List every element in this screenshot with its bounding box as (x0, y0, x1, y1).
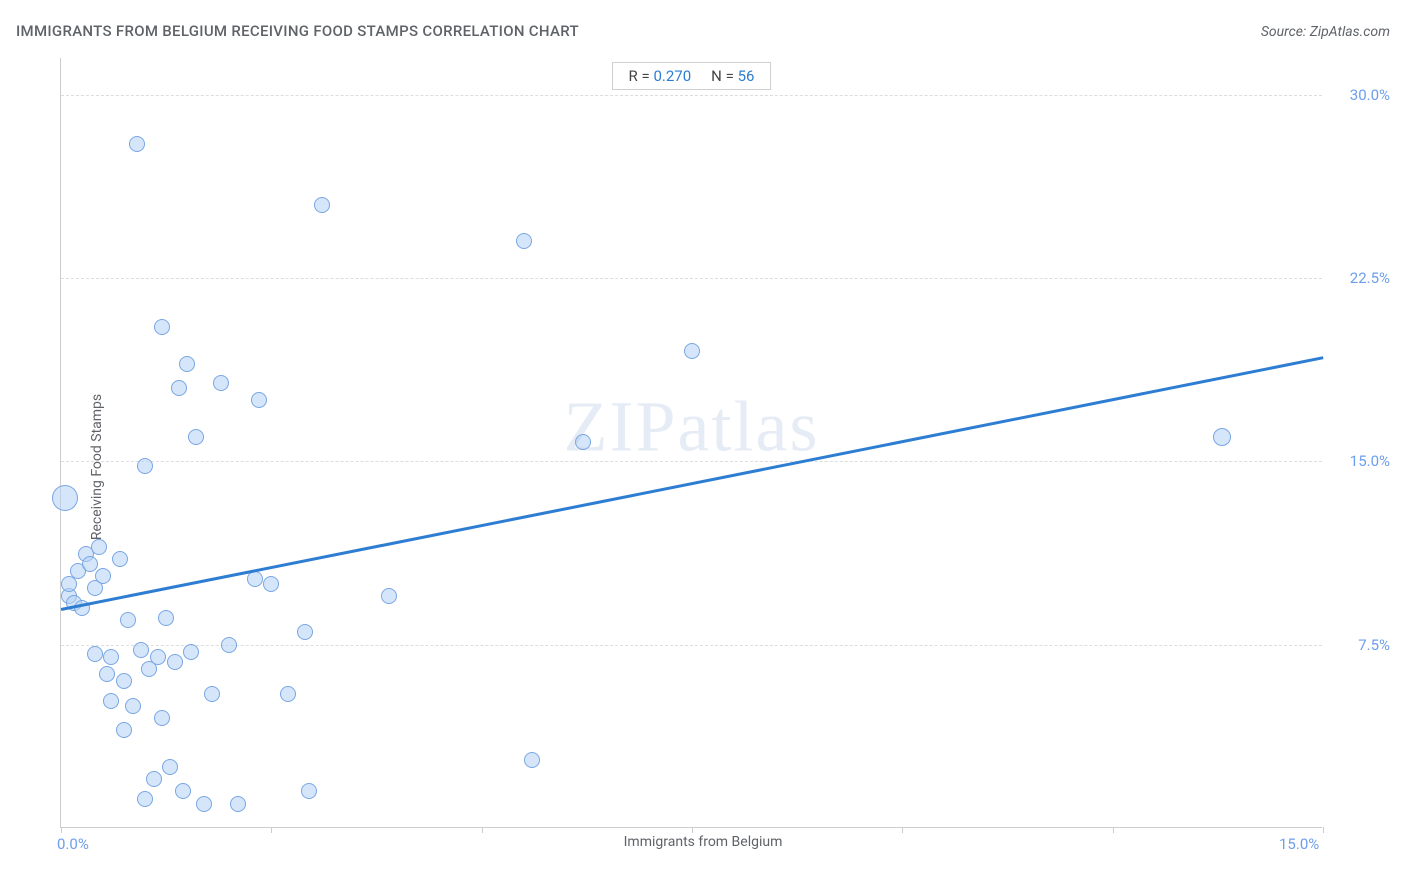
scatter-point (116, 673, 132, 689)
scatter-point (91, 539, 107, 555)
legend-n-value: 56 (738, 67, 755, 85)
scatter-point (297, 624, 313, 640)
scatter-point (154, 319, 170, 335)
legend-n-label: N = (711, 67, 734, 85)
scatter-point (183, 644, 199, 660)
scatter-point (230, 796, 246, 812)
watermark-atlas: atlas (678, 387, 820, 467)
y-gridline (61, 645, 1322, 646)
chart-container: Receiving Food Stamps ZIPatlas R = 0.270… (16, 58, 1390, 876)
scatter-point (684, 343, 700, 359)
source-prefix: Source: (1261, 24, 1310, 40)
legend-r: R = 0.270 (629, 67, 692, 85)
scatter-point (314, 197, 330, 213)
scatter-point (120, 612, 136, 628)
scatter-point (99, 666, 115, 682)
scatter-point (196, 796, 212, 812)
y-tick-label: 22.5% (1330, 269, 1390, 287)
scatter-point (82, 556, 98, 572)
watermark-zip: ZIP (564, 387, 678, 467)
scatter-point (1213, 428, 1231, 446)
source-name: ZipAtlas.com (1310, 24, 1390, 40)
scatter-point (116, 722, 132, 738)
x-tick-mark (902, 827, 903, 833)
y-gridline (61, 461, 1322, 462)
scatter-point (154, 710, 170, 726)
scatter-point (146, 771, 162, 787)
x-tick-mark (271, 827, 272, 833)
scatter-point (175, 783, 191, 799)
chart-title: IMMIGRANTS FROM BELGIUM RECEIVING FOOD S… (16, 22, 579, 40)
scatter-point (125, 698, 141, 714)
scatter-point (524, 752, 540, 768)
scatter-point (87, 646, 103, 662)
scatter-point (112, 551, 128, 567)
scatter-point (516, 233, 532, 249)
scatter-point (381, 588, 397, 604)
scatter-point (247, 571, 263, 587)
x-axis-label: Immigrants from Belgium (624, 834, 783, 850)
chart-source: Source: ZipAtlas.com (1261, 24, 1390, 40)
legend-n: N = 56 (711, 67, 754, 85)
y-tick-label: 7.5% (1330, 636, 1390, 654)
scatter-point (263, 576, 279, 592)
watermark: ZIPatlas (564, 386, 820, 469)
y-gridline (61, 278, 1322, 279)
scatter-point (137, 791, 153, 807)
scatter-point (575, 434, 591, 450)
x-tick-mark (61, 827, 62, 833)
chart-header: IMMIGRANTS FROM BELGIUM RECEIVING FOOD S… (16, 22, 1390, 40)
legend-r-value: 0.270 (653, 67, 691, 85)
scatter-point (301, 783, 317, 799)
scatter-point (103, 649, 119, 665)
scatter-point (213, 375, 229, 391)
scatter-point (251, 392, 267, 408)
scatter-point (167, 654, 183, 670)
scatter-point (280, 686, 296, 702)
scatter-point (158, 610, 174, 626)
scatter-point (188, 429, 204, 445)
legend-box: R = 0.270 N = 56 (612, 62, 772, 90)
scatter-point (171, 380, 187, 396)
legend-r-label: R = (629, 67, 650, 85)
trendline (61, 356, 1323, 610)
scatter-point (179, 356, 195, 372)
y-gridline (61, 95, 1322, 96)
scatter-point (204, 686, 220, 702)
y-tick-label: 30.0% (1330, 86, 1390, 104)
scatter-point (150, 649, 166, 665)
y-tick-label: 15.0% (1330, 452, 1390, 470)
plot-area: ZIPatlas R = 0.270 N = 56 7.5%15.0%22.5%… (60, 58, 1322, 828)
x-tick-mark (1113, 827, 1114, 833)
scatter-point (162, 759, 178, 775)
scatter-point (95, 568, 111, 584)
x-tick-mark (1323, 827, 1324, 833)
x-tick-mark (482, 827, 483, 833)
x-tick-label: 15.0% (1279, 835, 1319, 853)
scatter-point (133, 642, 149, 658)
x-tick-mark (692, 827, 693, 833)
x-tick-label: 0.0% (57, 835, 89, 853)
scatter-point (103, 693, 119, 709)
scatter-point (221, 637, 237, 653)
scatter-point (52, 485, 78, 511)
scatter-point (137, 458, 153, 474)
scatter-point (129, 136, 145, 152)
